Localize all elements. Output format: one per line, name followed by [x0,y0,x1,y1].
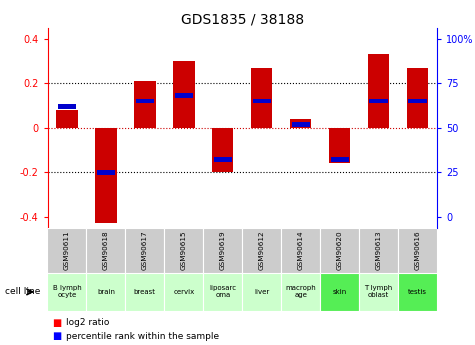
Bar [48,228,86,273]
Bar [203,273,242,310]
Bar [164,273,203,310]
Text: GSM90620: GSM90620 [337,231,342,270]
Bar [56,110,78,128]
Text: GSM90615: GSM90615 [181,231,187,270]
Text: GSM90617: GSM90617 [142,231,148,270]
Bar [242,273,281,310]
Text: GSM90616: GSM90616 [415,231,420,270]
Bar [320,228,359,273]
Bar [175,93,193,98]
Bar [359,273,398,310]
Bar [251,68,273,128]
Text: GSM90613: GSM90613 [376,231,381,270]
Bar [48,273,86,310]
Bar [398,273,437,310]
Bar [214,157,232,162]
Text: liver: liver [254,289,269,295]
Text: macroph
age: macroph age [285,285,316,298]
Text: ■: ■ [52,318,61,327]
Bar [125,273,164,310]
Text: skin: skin [332,289,347,295]
Text: liposarc
oma: liposarc oma [209,285,237,298]
Bar [95,128,117,223]
Bar [368,54,390,128]
Bar [331,157,349,162]
Text: cervix: cervix [173,289,194,295]
Bar [86,228,125,273]
Bar [86,273,125,310]
Bar [281,273,320,310]
Text: GSM90611: GSM90611 [64,231,70,270]
Bar [398,228,437,273]
Bar [164,228,203,273]
Bar [290,119,312,128]
Bar [134,81,156,128]
Bar [320,273,359,310]
Text: testis: testis [408,289,427,295]
Text: brain: brain [97,289,115,295]
Bar [408,99,427,103]
Text: percentile rank within the sample: percentile rank within the sample [66,332,219,341]
Bar [125,228,164,273]
Bar [212,128,234,172]
Text: ■: ■ [52,332,61,341]
Text: breast: breast [134,289,156,295]
Text: GSM90618: GSM90618 [103,231,109,270]
Bar [407,68,428,128]
Text: cell line: cell line [5,287,40,296]
Text: log2 ratio: log2 ratio [66,318,109,327]
Bar [173,61,195,128]
Bar [329,128,351,163]
Bar [370,99,388,103]
Text: GSM90619: GSM90619 [220,231,226,270]
Bar [58,104,76,109]
Bar [281,228,320,273]
Bar [253,99,271,103]
Text: GSM90614: GSM90614 [298,231,304,270]
Bar [136,99,154,103]
Title: GDS1835 / 38188: GDS1835 / 38188 [180,12,304,27]
Bar [97,170,115,175]
Bar [359,228,398,273]
Text: T lymph
oblast: T lymph oblast [364,285,393,298]
Bar [242,228,281,273]
Text: B lymph
ocyte: B lymph ocyte [53,285,81,298]
Bar [292,122,310,127]
Text: GSM90612: GSM90612 [259,231,265,270]
Bar [203,228,242,273]
